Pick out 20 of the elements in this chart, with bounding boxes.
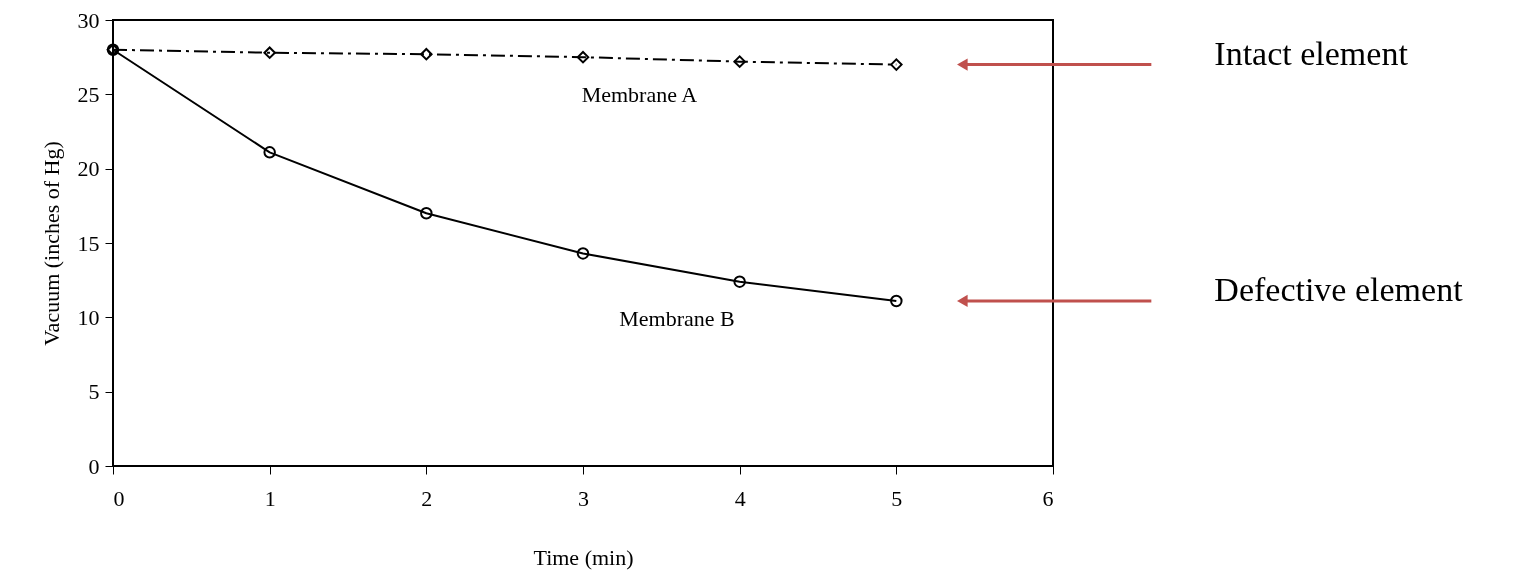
x-tick-label: 1 <box>264 485 276 511</box>
y-tick-label: 10 <box>77 304 100 330</box>
y-tick-label: 25 <box>77 81 100 107</box>
x-axis-title: Time (min) <box>533 544 634 570</box>
y-tick-label: 5 <box>88 379 100 405</box>
series-label: Membrane B <box>619 305 735 331</box>
y-axis-title: Vacuum (inches of Hg) <box>38 141 64 346</box>
text: Defective element <box>1214 270 1464 308</box>
text: Intact element <box>1214 34 1409 72</box>
y-tick-label: 0 <box>88 453 100 479</box>
y-tick-label: 20 <box>77 156 100 182</box>
x-tick-label: 6 <box>1042 485 1054 511</box>
series-label: Membrane A <box>581 81 698 107</box>
x-tick-label: 0 <box>113 485 125 511</box>
y-tick-label: 15 <box>77 230 100 256</box>
x-tick-label: 2 <box>421 485 433 511</box>
x-tick-label: 4 <box>734 485 746 511</box>
x-tick-label: 5 <box>891 485 903 511</box>
y-tick-label: 30 <box>77 7 100 33</box>
x-tick-label: 3 <box>578 485 589 511</box>
